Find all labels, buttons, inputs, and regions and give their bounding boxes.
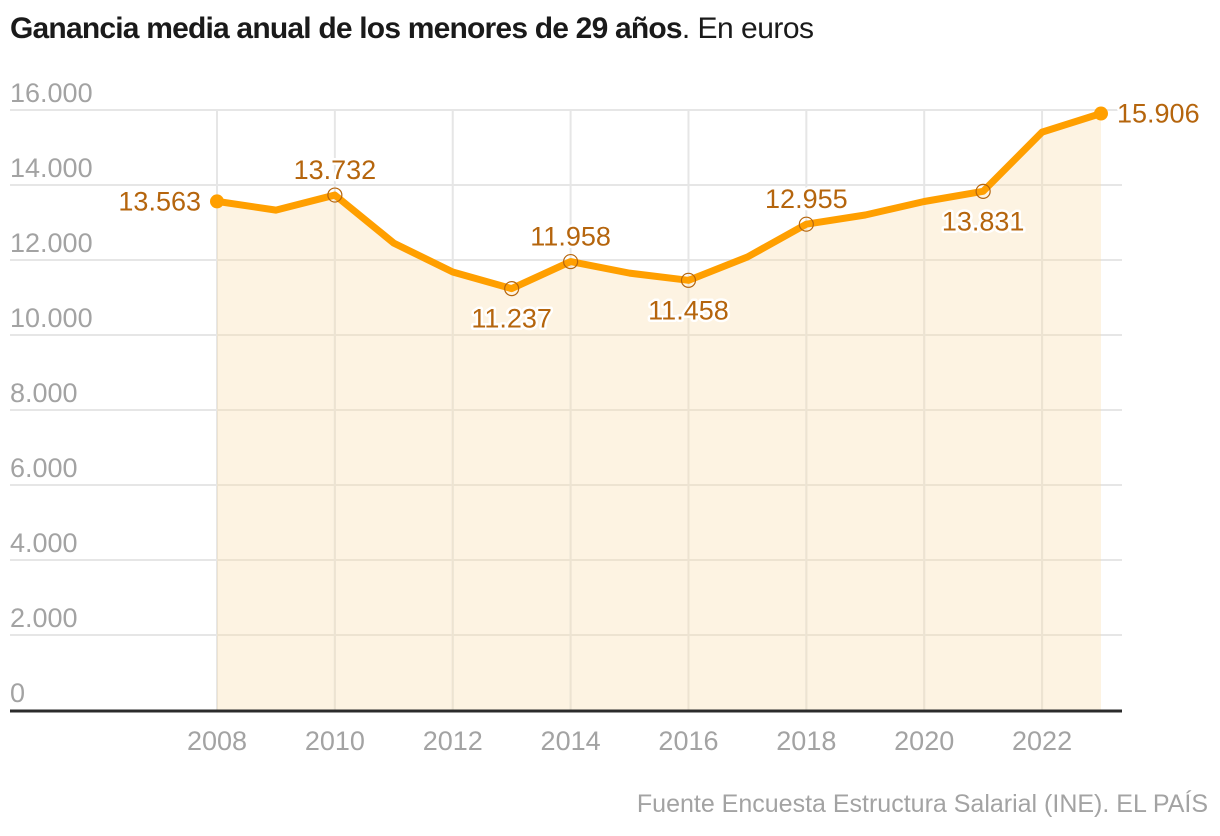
series-line (213, 110, 1105, 293)
point-ring-marker (327, 187, 343, 203)
endpoint-marker (1094, 106, 1108, 121)
point-ring-marker (680, 272, 697, 288)
data-label: 11.958 (530, 222, 611, 252)
y-tick-label: 12.000 (10, 228, 93, 258)
data-label: 13.563 (118, 186, 201, 216)
y-tick-label: 0 (10, 678, 25, 708)
x-tick-label: 2020 (894, 726, 954, 756)
data-markers (210, 106, 1108, 297)
x-tick-label: 2022 (1012, 726, 1072, 756)
y-tick-label: 8.000 (10, 378, 78, 408)
data-label: 15.906 (1117, 99, 1200, 129)
chart-title: Ganancia media anual de los menores de 2… (10, 12, 814, 46)
data-label: 12.955 (765, 184, 848, 214)
data-label: 11.237 (471, 304, 552, 334)
point-ring-marker (798, 216, 814, 232)
y-tick-label: 10.000 (10, 303, 93, 333)
endpoint-marker (210, 194, 224, 209)
point-ring-marker (504, 281, 520, 297)
chart-title-bold: Ganancia media anual de los menores de 2… (10, 12, 683, 45)
x-tick-label: 2010 (305, 726, 365, 756)
y-tick-label: 14.000 (10, 153, 93, 183)
chart-title-unit: . En euros (681, 12, 814, 45)
x-tick-label: 2016 (658, 726, 718, 756)
data-labels: 13.563 13.732 11.237 11.958 11.458 12.955 13.8… (116, 96, 1202, 336)
y-tick-label: 4.000 (10, 528, 78, 558)
y-tick-label: 6.000 (10, 453, 78, 483)
x-axis-labels: 2008 2010 2012 2014 2016 2018 2020 2022 (187, 726, 1072, 756)
y-tick-label: 2.000 (10, 603, 78, 633)
point-ring-marker (562, 253, 579, 270)
x-tick-label: 2008 (187, 726, 247, 756)
x-tick-label: 2012 (423, 726, 483, 756)
x-tick-label: 2014 (541, 726, 601, 756)
data-label: 13.831 (942, 206, 1025, 236)
vertical-gridlines (216, 110, 1101, 710)
y-axis-labels: 0 2.000 4.000 6.000 8.000 10.000 12.000 14.000 1… (10, 78, 93, 708)
data-label: 13.732 (294, 155, 377, 185)
point-ring-marker (975, 183, 991, 199)
x-tick-label: 2018 (776, 726, 836, 756)
data-label: 11.458 (648, 295, 729, 325)
y-tick-label: 16.000 (10, 78, 93, 108)
source-note: Fuente Encuesta Estructura Salarial (INE… (636, 790, 1208, 818)
